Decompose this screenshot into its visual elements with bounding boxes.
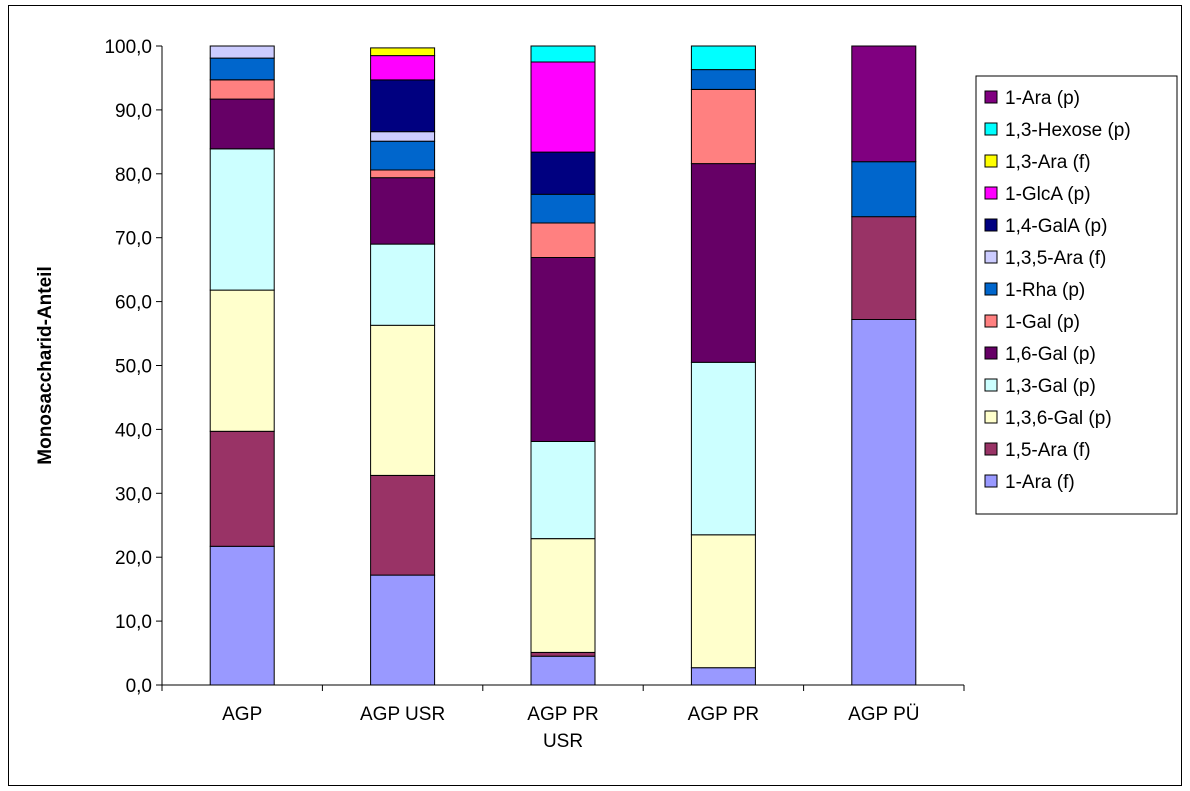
x-tick-label: AGP	[222, 704, 262, 725]
legend-swatch	[984, 474, 998, 488]
bar-segment	[209, 545, 275, 686]
legend-label: 1,3-Gal (p)	[1005, 376, 1096, 397]
bar-segment	[370, 47, 436, 57]
bar-segment	[851, 216, 917, 321]
y-tick-labels: 0,0 10,0 20,0 30,0 40,0 50,0 60,0 70,0 80,0 90,0 1…	[104, 37, 152, 697]
legend-swatch	[984, 282, 998, 296]
bar-segment	[370, 131, 436, 142]
legend: 1-Ara (p) 1,3-Hexose (p) 1,3-Ara (f) 1-GlcA…	[975, 75, 1178, 515]
stacked-bar-chart: 0,0 10,0 20,0 30,0 40,0 50,0 60,0 70,0 80,0 90,0 1…	[35, 37, 1178, 752]
bar-segment	[209, 79, 275, 100]
bar-segment	[851, 161, 917, 218]
legend-swatch	[984, 122, 998, 136]
bar-segment	[530, 222, 596, 258]
y-tick-label: 50,0	[115, 357, 152, 378]
y-tick-label: 70,0	[115, 229, 152, 250]
legend-swatch	[984, 442, 998, 456]
y-tick-label: 20,0	[115, 548, 152, 569]
legend-label: 1-Ara (p)	[1005, 88, 1080, 109]
legend-swatch	[984, 154, 998, 168]
bar-segment	[690, 667, 756, 686]
bar-segment	[690, 89, 756, 165]
x-tick-labels: AGP AGP USR AGP PR USR AGP PR AGP PÜ	[222, 704, 919, 752]
legend-swatch	[984, 218, 998, 232]
legend-box	[975, 75, 1178, 515]
x-tick-label: AGP PR	[688, 704, 759, 725]
y-axis-label: Monosaccharid-Anteil	[35, 266, 56, 464]
bar-segment	[530, 257, 596, 442]
bar-segment	[370, 169, 436, 179]
bar-segment	[530, 193, 596, 224]
chart-frame: 0,0 10,0 20,0 30,0 40,0 50,0 60,0 70,0 80,0 90,0 1…	[8, 5, 1182, 786]
bar-segment	[530, 655, 596, 686]
x-tick-label: USR	[543, 731, 583, 752]
legend-label: 1-Ara (f)	[1005, 472, 1075, 493]
legend-label: 1,3,5-Ara (f)	[1005, 248, 1106, 269]
bar-segment	[690, 45, 756, 71]
bar-segment	[370, 79, 436, 133]
bar-segment	[851, 319, 917, 686]
bar-segment	[851, 45, 917, 163]
x-tick-label: AGP USR	[360, 704, 445, 725]
x-tick-label: AGP PR	[527, 704, 598, 725]
y-tick-label: 90,0	[115, 101, 152, 122]
bar-segment	[370, 140, 436, 171]
bar-segment	[530, 538, 596, 653]
legend-label: 1,3-Ara (f)	[1005, 152, 1091, 173]
legend-swatch	[984, 314, 998, 328]
legend-label: 1,6-Gal (p)	[1005, 344, 1096, 365]
bar-segment	[690, 163, 756, 363]
y-tick-label: 0,0	[126, 676, 152, 697]
bar-segment	[530, 651, 596, 657]
legend-label: 1-Gal (p)	[1005, 312, 1080, 333]
bar-segment	[370, 177, 436, 245]
y-tick-label: 30,0	[115, 484, 152, 505]
y-tick-label: 60,0	[115, 293, 152, 314]
y-tick-label: 80,0	[115, 165, 152, 186]
legend-swatch	[984, 378, 998, 392]
y-tick-label: 40,0	[115, 420, 152, 441]
bar-segment	[370, 574, 436, 686]
bars-layer	[209, 45, 917, 686]
legend-label: 1-GlcA (p)	[1005, 184, 1091, 205]
bar-segment	[370, 243, 436, 326]
legend-label: 1-Rha (p)	[1005, 280, 1085, 301]
legend-swatch	[984, 90, 998, 104]
legend-label: 1,4-GalA (p)	[1005, 216, 1107, 237]
bar-segment	[690, 69, 756, 90]
bar-segment	[209, 148, 275, 291]
legend-swatch	[984, 410, 998, 424]
y-tick-label: 100,0	[104, 37, 152, 58]
legend-swatch	[984, 186, 998, 200]
legend-swatch	[984, 346, 998, 360]
bar-segment	[690, 361, 756, 536]
bar-segment	[530, 45, 596, 63]
legend-label: 1,3-Hexose (p)	[1005, 120, 1131, 141]
bar-segment	[370, 55, 436, 81]
bar-segment	[530, 441, 596, 540]
bar-segment	[370, 324, 436, 476]
bar-segment	[209, 289, 275, 432]
legend-swatch	[984, 250, 998, 264]
x-tick-label: AGP PÜ	[848, 704, 919, 725]
bar-segment	[209, 45, 275, 59]
bar-segment	[370, 474, 436, 576]
bar-segment	[530, 151, 596, 195]
bar-segment	[209, 98, 275, 150]
bar-segment	[690, 534, 756, 669]
bar-segment	[530, 61, 596, 153]
y-tick-label: 10,0	[115, 612, 152, 633]
legend-label: 1,3,6-Gal (p)	[1005, 408, 1112, 429]
bar-segment	[209, 57, 275, 81]
bar-segment	[209, 430, 275, 547]
legend-label: 1,5-Ara (f)	[1005, 440, 1091, 461]
axes-layer	[156, 45, 965, 691]
